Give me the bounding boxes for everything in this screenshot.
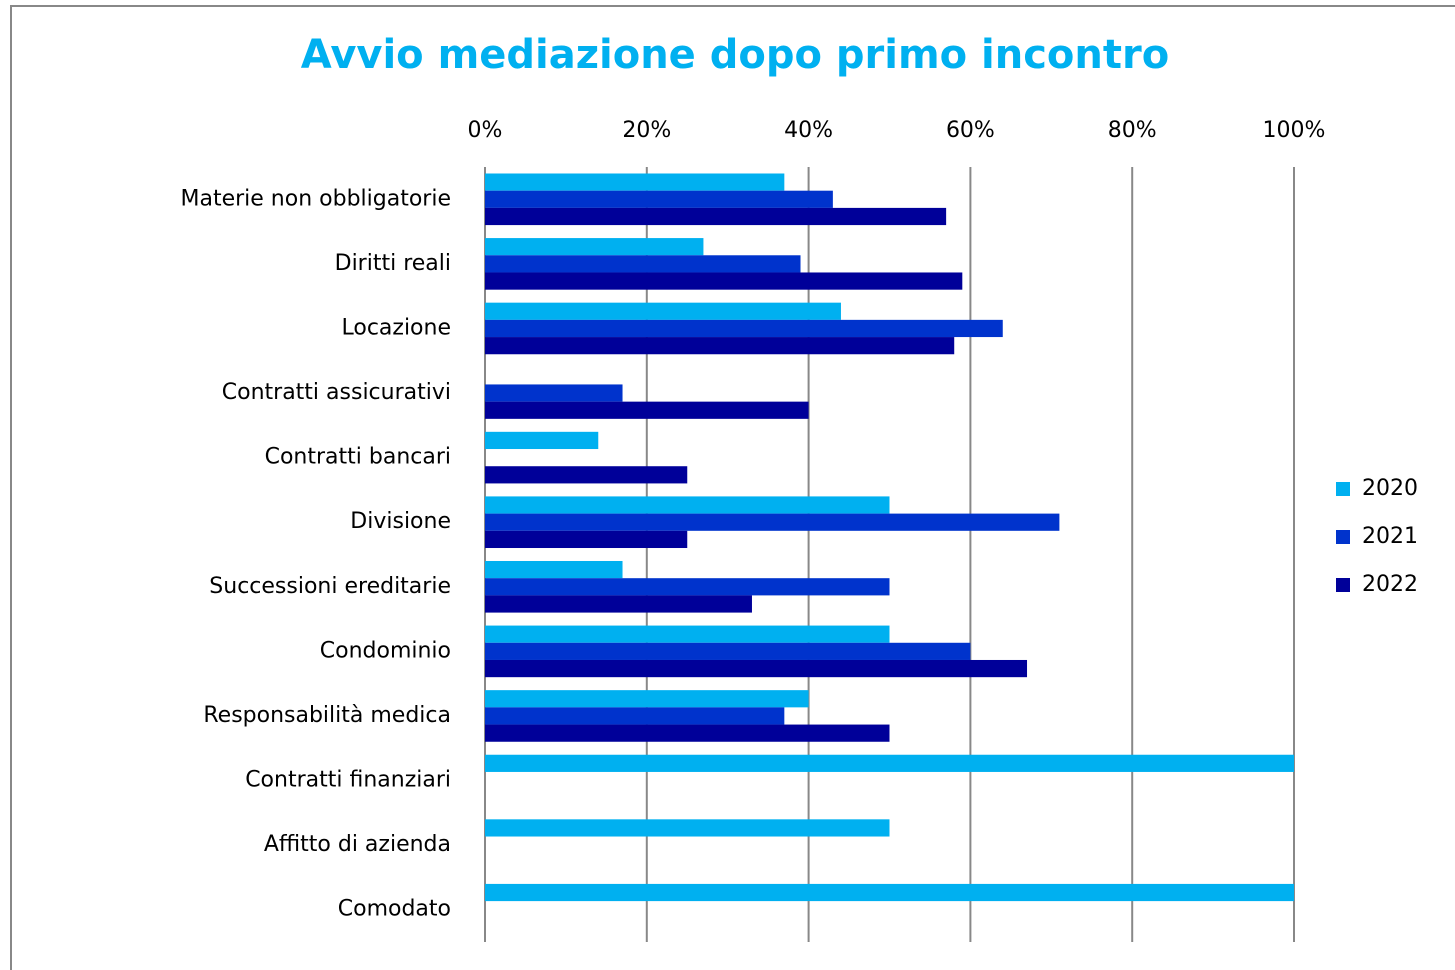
x-tick-label: 100% — [1263, 118, 1326, 143]
bar — [485, 319, 1003, 338]
chart-border — [10, 5, 1455, 970]
bar — [485, 724, 890, 742]
bar — [485, 578, 890, 596]
x-tick-label: 0% — [468, 118, 503, 143]
x-tick-label: 20% — [622, 118, 671, 143]
bar — [485, 337, 955, 355]
bar — [485, 190, 833, 208]
bar — [485, 272, 963, 290]
y-tick-label: Affitto di azienda — [264, 832, 451, 857]
y-tick-label: Responsabilità medica — [203, 703, 451, 728]
bar — [485, 819, 890, 837]
bar — [485, 560, 623, 579]
bar — [485, 707, 785, 725]
y-tick-label: Locazione — [341, 315, 451, 340]
bar — [485, 642, 971, 660]
legend-label: 2020 — [1362, 476, 1418, 501]
bar — [485, 595, 752, 613]
bar — [485, 496, 890, 514]
y-tick-label: Successioni ereditarie — [209, 574, 451, 599]
legend-swatch — [1336, 482, 1350, 496]
bar — [485, 530, 688, 549]
bar — [485, 883, 1294, 902]
bar — [485, 690, 809, 708]
bar — [485, 384, 623, 402]
bar — [485, 238, 704, 256]
x-tick-label: 40% — [784, 118, 833, 143]
y-tick-label: Condominio — [320, 638, 451, 663]
legend-swatch — [1336, 578, 1350, 592]
x-tick-label: 60% — [946, 118, 995, 143]
y-tick-label: Materie non obbligatorie — [181, 186, 452, 211]
chart-title: Avvio mediazione dopo primo incontro — [301, 32, 1169, 78]
bar — [485, 173, 785, 191]
bar — [485, 659, 1028, 678]
bar — [485, 302, 841, 320]
x-tick-label: 80% — [1108, 118, 1157, 143]
legend-label: 2021 — [1362, 524, 1418, 549]
y-tick-label: Contratti assicurativi — [222, 380, 451, 405]
bar — [485, 466, 688, 484]
legend-label: 2022 — [1362, 572, 1418, 597]
y-tick-label: Contratti finanziari — [245, 768, 451, 793]
y-tick-label: Comodato — [338, 897, 451, 922]
bar — [485, 401, 809, 419]
y-tick-label: Diritti reali — [335, 251, 451, 276]
y-tick-label: Contratti bancari — [265, 445, 451, 470]
legend-swatch — [1336, 530, 1350, 544]
bar — [485, 513, 1060, 531]
y-tick-label: Divisione — [350, 509, 451, 534]
bar — [485, 754, 1294, 772]
bar — [485, 207, 947, 226]
bar — [485, 625, 890, 643]
bar — [485, 431, 599, 450]
bar — [485, 255, 801, 273]
